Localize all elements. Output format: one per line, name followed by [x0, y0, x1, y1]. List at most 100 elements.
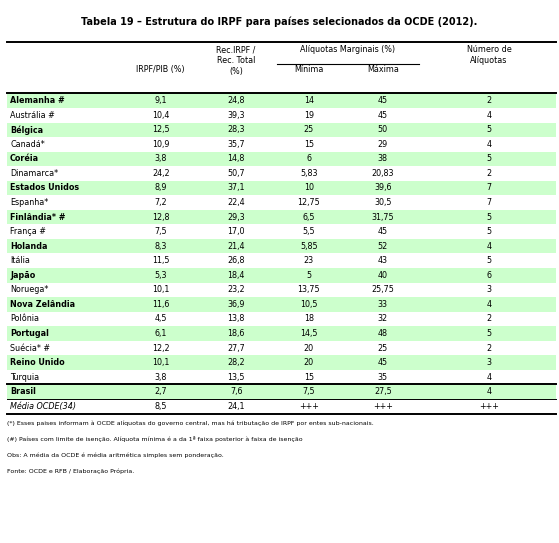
Text: Finlândia* #: Finlândia* # — [10, 213, 65, 222]
Text: 3,8: 3,8 — [154, 372, 167, 382]
Text: 10,4: 10,4 — [152, 111, 169, 119]
Bar — [7, 254, 556, 268]
Text: 36,9: 36,9 — [228, 300, 245, 309]
Text: 6,1: 6,1 — [154, 329, 167, 338]
Text: 12,2: 12,2 — [152, 344, 169, 352]
Text: 7: 7 — [486, 198, 492, 207]
Text: 10,5: 10,5 — [300, 300, 318, 309]
Text: 5: 5 — [486, 213, 492, 222]
Text: 18: 18 — [304, 314, 314, 324]
Text: 40: 40 — [378, 271, 388, 280]
Text: 20,83: 20,83 — [372, 169, 394, 178]
Text: 3,8: 3,8 — [154, 154, 167, 163]
Text: 10,1: 10,1 — [152, 286, 169, 294]
Text: Japão: Japão — [10, 271, 35, 280]
Text: 26,8: 26,8 — [228, 256, 245, 265]
Text: 8,5: 8,5 — [154, 402, 167, 411]
Text: Reino Unido: Reino Unido — [10, 358, 65, 367]
Text: 25,75: 25,75 — [372, 286, 394, 294]
Text: Polônia: Polônia — [10, 314, 39, 324]
Text: 25: 25 — [378, 344, 388, 352]
Text: 48: 48 — [378, 329, 388, 338]
Text: Média OCDE(34): Média OCDE(34) — [10, 402, 76, 411]
Text: 13,75: 13,75 — [297, 286, 320, 294]
Bar — [7, 384, 556, 399]
Text: 29,3: 29,3 — [228, 213, 245, 222]
Text: Espanha*: Espanha* — [10, 198, 48, 207]
Text: 2: 2 — [486, 344, 492, 352]
Bar — [7, 195, 556, 210]
Text: Estados Unidos: Estados Unidos — [10, 184, 79, 192]
Text: 39,6: 39,6 — [374, 184, 392, 192]
Text: 18,6: 18,6 — [228, 329, 245, 338]
Text: Brasil: Brasil — [10, 387, 36, 396]
Text: 24,1: 24,1 — [228, 402, 245, 411]
Bar — [7, 268, 556, 282]
Text: 7,5: 7,5 — [302, 387, 315, 396]
Text: Obs: A média da OCDE é média aritmética simples sem ponderação.: Obs: A média da OCDE é média aritmética … — [7, 453, 224, 458]
Text: 14: 14 — [304, 96, 314, 105]
Bar — [7, 123, 556, 137]
Text: 29: 29 — [378, 140, 388, 149]
Text: 4: 4 — [487, 300, 491, 309]
Text: 5,83: 5,83 — [300, 169, 318, 178]
Text: 2: 2 — [486, 169, 492, 178]
Text: 5: 5 — [486, 154, 492, 163]
Text: Turquia: Turquia — [10, 372, 39, 382]
Bar — [7, 239, 556, 254]
Text: 10,1: 10,1 — [152, 358, 169, 367]
Text: Austrália #: Austrália # — [10, 111, 55, 119]
Text: 22,4: 22,4 — [228, 198, 245, 207]
Text: 52: 52 — [378, 242, 388, 251]
Text: 6,5: 6,5 — [302, 213, 315, 222]
Text: +++: +++ — [373, 402, 393, 411]
Text: Suécia* #: Suécia* # — [10, 344, 50, 352]
Bar — [7, 224, 556, 239]
Text: Itália: Itália — [10, 256, 30, 265]
Text: 3: 3 — [487, 286, 491, 294]
Text: Noruega*: Noruega* — [10, 286, 49, 294]
Text: 24,8: 24,8 — [228, 96, 245, 105]
Text: 6: 6 — [487, 271, 491, 280]
Text: 45: 45 — [378, 96, 388, 105]
Text: Alíquotas Marginais (%): Alíquotas Marginais (%) — [300, 45, 396, 54]
Text: 5: 5 — [486, 329, 492, 338]
Text: 13,5: 13,5 — [228, 372, 245, 382]
Text: 39,3: 39,3 — [228, 111, 245, 119]
Text: 30,5: 30,5 — [374, 198, 392, 207]
Text: 14,8: 14,8 — [228, 154, 245, 163]
Text: Coréia: Coréia — [10, 154, 39, 163]
Text: Tabela 19 – Estrutura do IRPF para países selecionados da OCDE (2012).: Tabela 19 – Estrutura do IRPF para paíse… — [81, 16, 478, 27]
Text: 43: 43 — [378, 256, 388, 265]
Bar — [7, 312, 556, 326]
Bar — [7, 297, 556, 312]
Text: Alemanha #: Alemanha # — [10, 96, 65, 105]
Text: 31,75: 31,75 — [372, 213, 394, 222]
Text: Máxima: Máxima — [367, 65, 399, 74]
Text: 25: 25 — [304, 125, 314, 134]
Text: 2: 2 — [486, 314, 492, 324]
Text: 35: 35 — [378, 372, 388, 382]
Bar — [7, 326, 556, 341]
Text: 4,5: 4,5 — [154, 314, 167, 324]
Text: 15: 15 — [304, 372, 314, 382]
Text: 19: 19 — [304, 111, 314, 119]
Text: 2: 2 — [486, 96, 492, 105]
Text: 5,85: 5,85 — [300, 242, 318, 251]
Text: 12,5: 12,5 — [152, 125, 169, 134]
Text: 8,9: 8,9 — [154, 184, 167, 192]
Text: 20: 20 — [304, 358, 314, 367]
Bar — [7, 166, 556, 181]
Text: 23: 23 — [304, 256, 314, 265]
Text: 5: 5 — [486, 125, 492, 134]
Bar — [7, 210, 556, 224]
Text: Fonte: OCDE e RFB / Elaboração Própria.: Fonte: OCDE e RFB / Elaboração Própria. — [7, 469, 134, 475]
Text: IRPF/PIB (%): IRPF/PIB (%) — [136, 65, 185, 74]
Text: 8,3: 8,3 — [154, 242, 167, 251]
Text: 27,7: 27,7 — [228, 344, 245, 352]
Text: 50,7: 50,7 — [228, 169, 245, 178]
Text: Mínima: Mínima — [294, 65, 324, 74]
Text: 45: 45 — [378, 111, 388, 119]
Bar — [7, 282, 556, 297]
Bar — [7, 137, 556, 151]
